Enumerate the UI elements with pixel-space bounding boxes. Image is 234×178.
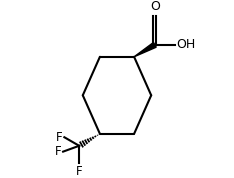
Polygon shape bbox=[134, 43, 156, 57]
Text: F: F bbox=[76, 165, 82, 178]
Text: O: O bbox=[150, 0, 160, 13]
Text: OH: OH bbox=[176, 38, 195, 51]
Text: F: F bbox=[56, 131, 63, 144]
Text: F: F bbox=[55, 145, 62, 158]
